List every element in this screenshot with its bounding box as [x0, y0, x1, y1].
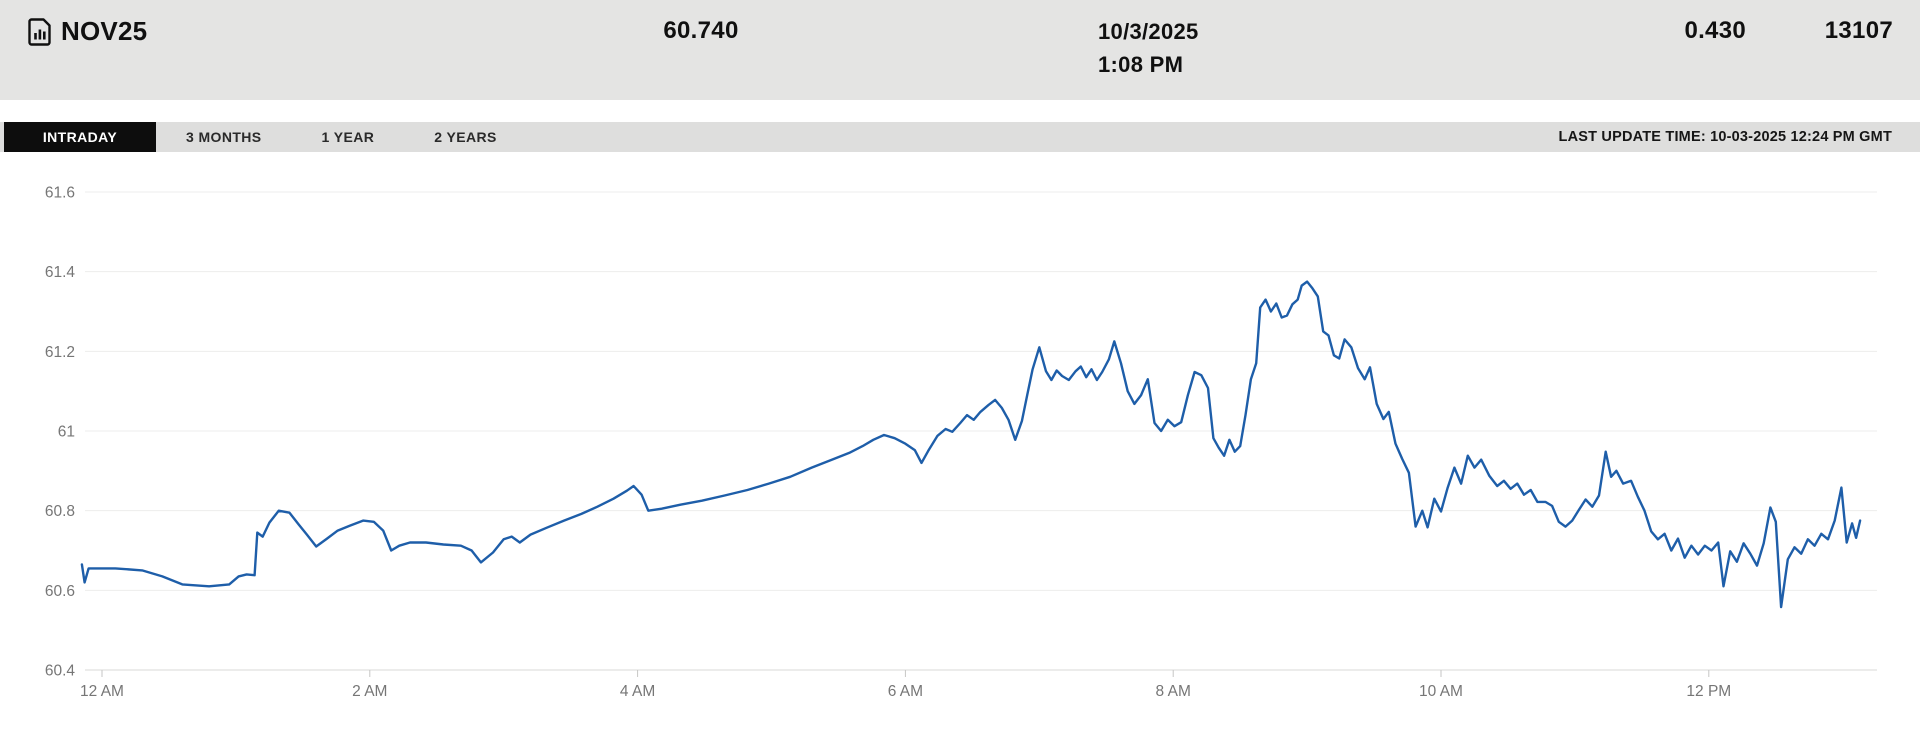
tab-1-year[interactable]: 1 YEAR	[321, 129, 375, 145]
y-tick-label: 61.2	[45, 344, 75, 361]
y-tick-label: 61.6	[45, 185, 75, 202]
quote-header: NOV25 60.740 10/3/2025 1:08 PM 0.430 131…	[0, 0, 1920, 100]
y-tick-label: 61.4	[45, 264, 76, 281]
price-change: 0.430	[1684, 17, 1746, 44]
x-tick-label: 8 AM	[1156, 683, 1191, 700]
y-tick-label: 60.6	[45, 583, 75, 600]
quote-date: 10/3/2025	[1098, 19, 1199, 44]
symbol-block: NOV25	[28, 16, 147, 47]
price-line	[80, 280, 1862, 609]
x-tick-label: 6 AM	[888, 683, 923, 700]
quote-datetime: 10/3/2025 1:08 PM	[1098, 15, 1199, 81]
x-tick-label: 4 AM	[620, 683, 655, 700]
x-tick-label: 10 AM	[1419, 683, 1463, 700]
contract-symbol: NOV25	[61, 16, 148, 46]
price-chart: 61.6 61.4 61.2 61 60.8 60.6 60.4 12 AM 2 AM 4 AM 6…	[0, 152, 1920, 745]
y-tick-label: 61	[58, 424, 75, 441]
y-tick-label: 60.4	[45, 663, 76, 680]
tab-3-months[interactable]: 3 MONTHS	[186, 129, 262, 145]
last-price: 60.740	[663, 17, 739, 44]
last-update-time: LAST UPDATE TIME: 10-03-2025 12:24 PM GM…	[1558, 129, 1892, 145]
y-tick-label: 60.8	[45, 503, 75, 520]
x-tick-label: 12 AM	[80, 683, 124, 700]
tab-2-years[interactable]: 2 YEARS	[434, 129, 497, 145]
chart-file-icon	[28, 17, 52, 46]
volume: 13107	[1824, 17, 1893, 44]
range-tab-bar: INTRADAY 3 MONTHS 1 YEAR 2 YEARS LAST UP…	[0, 122, 1920, 153]
x-tick-label: 2 AM	[352, 683, 387, 700]
x-tick-label: 12 PM	[1686, 683, 1731, 700]
tab-intraday[interactable]: INTRADAY	[4, 122, 156, 152]
price-chart-svg: 61.6 61.4 61.2 61 60.8 60.6 60.412 AM 2 AM 4 AM 6…	[45, 185, 1877, 700]
quote-time: 1:08 PM	[1098, 52, 1184, 77]
